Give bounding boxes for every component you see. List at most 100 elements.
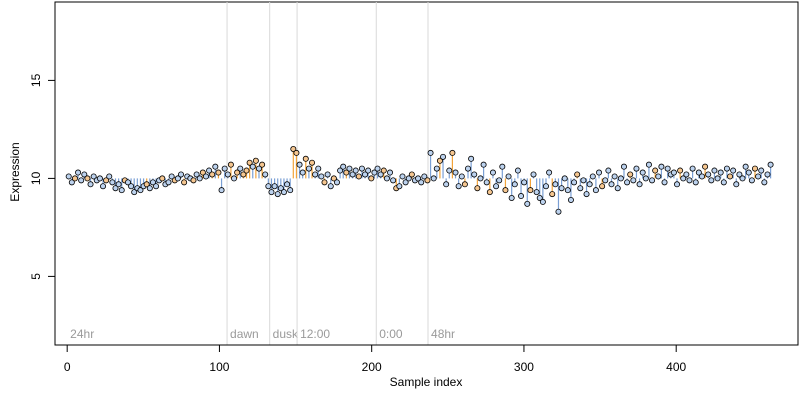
data-point bbox=[315, 165, 322, 172]
data-point bbox=[296, 161, 303, 168]
data-point bbox=[240, 171, 247, 178]
data-point bbox=[153, 183, 160, 190]
data-point bbox=[234, 169, 241, 176]
data-point bbox=[299, 169, 306, 176]
data-point bbox=[380, 167, 387, 174]
data-point bbox=[620, 163, 627, 170]
data-point bbox=[430, 175, 437, 182]
data-point bbox=[505, 173, 512, 180]
data-point bbox=[165, 179, 172, 186]
data-point bbox=[327, 183, 334, 190]
data-point bbox=[767, 161, 774, 168]
data-point bbox=[436, 157, 443, 164]
data-point bbox=[96, 175, 103, 182]
data-point bbox=[720, 179, 727, 186]
data-point bbox=[274, 191, 281, 198]
data-point bbox=[218, 187, 225, 194]
data-point bbox=[255, 165, 262, 172]
phase-label: 24hr bbox=[70, 327, 94, 341]
data-point bbox=[471, 171, 478, 178]
x-tick-label: 300 bbox=[514, 360, 534, 374]
data-point bbox=[178, 171, 185, 178]
data-point bbox=[592, 187, 599, 194]
data-point bbox=[377, 171, 384, 178]
data-point bbox=[352, 167, 359, 174]
data-point bbox=[627, 171, 634, 178]
data-point bbox=[137, 187, 144, 194]
data-point bbox=[433, 165, 440, 172]
data-point bbox=[602, 177, 609, 184]
data-point bbox=[199, 169, 206, 176]
data-point bbox=[639, 169, 646, 176]
data-point bbox=[340, 163, 347, 170]
data-point bbox=[614, 185, 621, 192]
phase-layer: 24hr dawn dusk 12:00 0:00 48hr bbox=[70, 2, 455, 345]
data-point bbox=[583, 191, 590, 198]
data-point bbox=[349, 171, 356, 178]
data-point bbox=[761, 179, 768, 186]
data-point bbox=[215, 169, 222, 176]
data-point bbox=[486, 189, 493, 196]
data-point bbox=[193, 171, 200, 178]
data-point bbox=[318, 173, 325, 180]
data-point bbox=[689, 165, 696, 172]
phase-label: dusk bbox=[273, 327, 299, 341]
data-point bbox=[362, 171, 369, 178]
data-point bbox=[524, 200, 531, 207]
data-point bbox=[446, 167, 453, 174]
data-point bbox=[680, 175, 687, 182]
data-point bbox=[337, 167, 344, 174]
data-point bbox=[727, 173, 734, 180]
data-point bbox=[655, 173, 662, 180]
data-point bbox=[536, 194, 543, 201]
data-point bbox=[284, 181, 291, 188]
data-point bbox=[355, 173, 362, 180]
data-point bbox=[745, 169, 752, 176]
data-point bbox=[146, 185, 153, 192]
data-point bbox=[496, 177, 503, 184]
data-point bbox=[343, 169, 350, 176]
x-tick-label: 0 bbox=[64, 360, 71, 374]
data-point bbox=[483, 179, 490, 186]
data-point bbox=[109, 179, 116, 186]
data-point bbox=[418, 179, 425, 186]
data-point bbox=[181, 179, 188, 186]
data-point bbox=[103, 177, 110, 184]
data-point bbox=[115, 181, 122, 188]
data-point bbox=[427, 149, 434, 156]
data-point bbox=[564, 187, 571, 194]
data-point bbox=[692, 179, 699, 186]
data-point bbox=[209, 171, 216, 178]
data-point bbox=[131, 189, 138, 196]
data-point bbox=[280, 189, 287, 196]
data-point bbox=[287, 187, 294, 194]
data-point bbox=[81, 171, 88, 178]
data-point bbox=[617, 175, 624, 182]
data-point bbox=[499, 163, 506, 170]
data-point bbox=[78, 177, 85, 184]
data-point bbox=[237, 165, 244, 172]
data-point bbox=[702, 163, 709, 170]
data-point bbox=[206, 167, 213, 174]
data-point bbox=[465, 165, 472, 172]
data-point bbox=[521, 179, 528, 186]
data-point bbox=[574, 171, 581, 178]
data-point bbox=[552, 181, 559, 188]
data-point bbox=[399, 173, 406, 180]
data-point bbox=[71, 175, 78, 182]
data-point bbox=[586, 181, 593, 188]
data-point bbox=[608, 181, 615, 188]
phase-label: dawn bbox=[230, 327, 259, 341]
data-point bbox=[227, 161, 234, 168]
data-point bbox=[642, 175, 649, 182]
data-point bbox=[371, 169, 378, 176]
data-point bbox=[542, 183, 549, 190]
data-point bbox=[733, 181, 740, 188]
data-point bbox=[106, 173, 113, 180]
data-point bbox=[539, 198, 546, 205]
data-point bbox=[658, 163, 665, 170]
data-point bbox=[443, 181, 450, 188]
data-point bbox=[664, 165, 671, 172]
data-point bbox=[277, 185, 284, 192]
data-point bbox=[748, 177, 755, 184]
